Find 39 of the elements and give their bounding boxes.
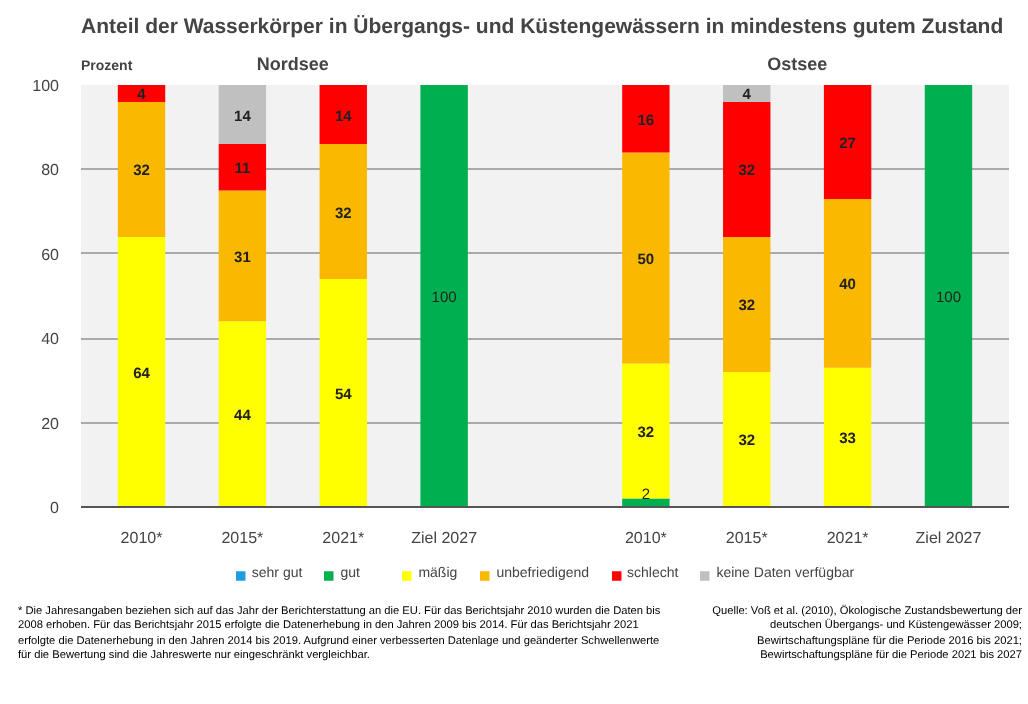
bar xyxy=(723,101,771,237)
y-tick-label: 80 xyxy=(41,161,61,180)
bar xyxy=(117,236,166,507)
x-tick-label: 2021* xyxy=(322,529,365,547)
x-tick-label: 2010* xyxy=(120,529,163,547)
bar xyxy=(319,279,367,507)
bar xyxy=(218,321,267,507)
x-tick-label: 2010* xyxy=(624,529,667,547)
bar xyxy=(218,85,267,145)
bar xyxy=(723,371,771,507)
bar xyxy=(117,101,166,237)
bar xyxy=(924,85,973,507)
x-tick-label: 2015* xyxy=(725,529,768,547)
text: Ostsee xyxy=(767,54,828,75)
y-tick-label: 60 xyxy=(41,245,61,264)
bar xyxy=(622,363,670,499)
bar xyxy=(723,236,771,372)
y-tick-label: 100 xyxy=(32,77,61,95)
bar xyxy=(218,190,267,322)
x-tick-label: Ziel 2027 xyxy=(915,529,983,547)
bar xyxy=(117,85,166,102)
bar xyxy=(319,85,367,145)
x-tick-label: 2015* xyxy=(221,529,264,547)
bar xyxy=(723,85,771,102)
x-tick-label: Ziel 2027 xyxy=(411,529,479,547)
chart-title: Anteil der Wasserkörper in Übergangs- und Küstengewässern in mindestens gutem Zustand xyxy=(81,15,1004,39)
bar xyxy=(622,85,670,153)
bar xyxy=(823,85,872,199)
y-tick-label: 40 xyxy=(41,330,61,349)
y-tick-label: 0 xyxy=(50,499,61,517)
y-tick-label: 20 xyxy=(41,414,61,433)
bar xyxy=(218,144,267,191)
x-tick-label: 2021* xyxy=(826,529,869,547)
bar xyxy=(319,144,367,280)
bar xyxy=(622,152,670,364)
bar xyxy=(823,198,872,368)
bar xyxy=(420,85,468,507)
bar xyxy=(823,367,872,507)
text: Nordsee xyxy=(256,54,329,75)
